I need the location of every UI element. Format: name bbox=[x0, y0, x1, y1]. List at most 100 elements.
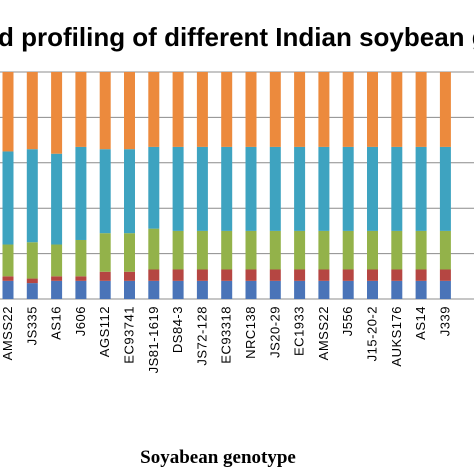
bar-segment-4 bbox=[26, 149, 38, 243]
x-tick-label: JS335 bbox=[24, 306, 39, 345]
bar-segment-2 bbox=[124, 271, 135, 281]
bar-segment-2 bbox=[391, 269, 403, 281]
bar-segment-3 bbox=[269, 230, 281, 270]
bar-segment-2 bbox=[221, 269, 233, 281]
bar-segment-4 bbox=[367, 146, 378, 231]
bar-segment-2 bbox=[439, 269, 451, 281]
bar-segment-5 bbox=[415, 72, 427, 147]
bar-segment-3 bbox=[245, 230, 257, 270]
bar-segment-2 bbox=[172, 269, 184, 281]
bar-segment-4 bbox=[172, 146, 184, 231]
bar-stack bbox=[439, 72, 451, 299]
bar-segment-4 bbox=[196, 146, 208, 231]
bar-stack bbox=[342, 72, 354, 299]
x-tick-label: AMSS22 bbox=[0, 306, 15, 360]
bar-stack bbox=[124, 72, 135, 299]
bar-segment-3 bbox=[439, 230, 451, 270]
bar-segment-5 bbox=[75, 72, 87, 147]
bar-stack bbox=[148, 72, 160, 299]
bar-segment-5 bbox=[51, 72, 63, 154]
bar-segment-2 bbox=[26, 278, 38, 284]
bar-segment-1 bbox=[196, 280, 208, 299]
bar-segment-3 bbox=[415, 230, 427, 270]
bar-segment-2 bbox=[75, 276, 87, 281]
x-tick-label: J606 bbox=[73, 306, 88, 336]
x-tick-label: AS14 bbox=[413, 306, 428, 340]
bar-stack bbox=[269, 72, 281, 299]
bar-segment-2 bbox=[294, 269, 306, 281]
bar-segment-5 bbox=[439, 72, 451, 147]
bar-segment-3 bbox=[318, 230, 330, 270]
bar-segment-5 bbox=[196, 72, 208, 147]
bar-segment-1 bbox=[99, 280, 111, 299]
x-axis-label: Soyabean genotype bbox=[140, 447, 296, 468]
bar-segment-1 bbox=[75, 280, 87, 299]
bar-segment-5 bbox=[318, 72, 330, 147]
bar-stack bbox=[245, 72, 257, 299]
bar-segment-5 bbox=[124, 72, 135, 150]
bar-stack bbox=[99, 72, 111, 299]
bar-segment-3 bbox=[367, 230, 378, 270]
bar-segment-4 bbox=[415, 146, 427, 231]
x-tick-label: J15-20-2 bbox=[365, 306, 380, 361]
bar-segment-3 bbox=[124, 233, 135, 272]
bar-segment-1 bbox=[51, 280, 63, 299]
x-tick-label: J556 bbox=[340, 306, 355, 336]
x-tick-label: AGS112 bbox=[97, 306, 112, 357]
bar-segment-5 bbox=[26, 72, 38, 150]
bar-segment-3 bbox=[221, 230, 233, 270]
bar-segment-4 bbox=[318, 146, 330, 231]
bar-segment-2 bbox=[245, 269, 257, 281]
bar-segment-4 bbox=[148, 146, 160, 229]
bar-segment-4 bbox=[294, 146, 306, 231]
bar-segment-3 bbox=[196, 230, 208, 270]
bar-segment-5 bbox=[2, 72, 14, 152]
bar-segment-2 bbox=[415, 269, 427, 281]
x-tick-label: AUKS176 bbox=[389, 306, 404, 367]
bar-segment-1 bbox=[318, 280, 330, 299]
x-tick-labels: AMSS22 JS335 AS16 J606 AGS112 EC93741 JS81-161… bbox=[0, 306, 452, 373]
bar-segment-5 bbox=[391, 72, 403, 147]
bar-stack bbox=[415, 72, 427, 299]
x-tick-label: JS81-1619 bbox=[146, 306, 161, 373]
bar-segment-2 bbox=[269, 269, 281, 281]
bar-segment-4 bbox=[2, 151, 14, 245]
bar-segment-4 bbox=[221, 146, 233, 231]
bar-segment-3 bbox=[294, 230, 306, 270]
bar-segment-1 bbox=[2, 280, 14, 299]
bar-stack bbox=[318, 72, 330, 299]
bar-segment-5 bbox=[99, 72, 111, 150]
bar-segment-5 bbox=[294, 72, 306, 147]
bar-segment-1 bbox=[439, 280, 451, 299]
bar-segment-4 bbox=[342, 146, 354, 231]
bar-segment-3 bbox=[342, 230, 354, 270]
bar-segment-3 bbox=[391, 230, 403, 270]
bar-segment-3 bbox=[75, 239, 87, 277]
bar-stack bbox=[26, 72, 38, 299]
x-tick-label: AS16 bbox=[49, 306, 64, 340]
bar-segment-3 bbox=[51, 244, 63, 277]
x-tick-label: J339 bbox=[437, 306, 452, 336]
bar-stack bbox=[391, 72, 403, 299]
bar-segment-4 bbox=[124, 149, 135, 234]
bar-stack bbox=[2, 72, 14, 299]
bar-stack bbox=[75, 72, 87, 299]
bar-segment-1 bbox=[245, 280, 257, 299]
bar-segment-2 bbox=[2, 276, 14, 281]
bar-segment-4 bbox=[391, 146, 403, 231]
bar-stack bbox=[172, 72, 184, 299]
bar-segment-1 bbox=[391, 280, 403, 299]
bar-segment-5 bbox=[221, 72, 233, 147]
bar-segment-5 bbox=[148, 72, 160, 147]
bar-segment-2 bbox=[196, 269, 208, 281]
gridlines bbox=[0, 71, 474, 300]
bar-stack bbox=[294, 72, 306, 299]
bar-segment-3 bbox=[172, 230, 184, 270]
bar-segment-1 bbox=[148, 280, 160, 299]
x-tick-label: AMSS22 bbox=[316, 306, 331, 360]
bar-segment-1 bbox=[342, 280, 354, 299]
bar-segment-1 bbox=[124, 280, 135, 299]
x-tick-label: EC93741 bbox=[122, 306, 137, 364]
bar-segment-2 bbox=[51, 276, 63, 281]
